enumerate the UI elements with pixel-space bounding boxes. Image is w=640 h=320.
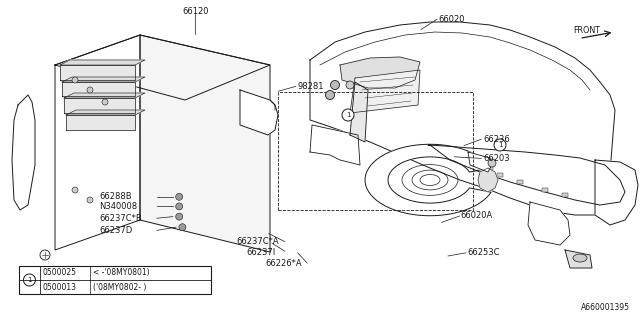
Text: 66226*A: 66226*A: [266, 260, 302, 268]
Circle shape: [176, 193, 182, 200]
Text: 1: 1: [346, 112, 350, 118]
Text: 66020A: 66020A: [461, 212, 493, 220]
Polygon shape: [478, 168, 498, 192]
Polygon shape: [66, 110, 145, 115]
Text: 98281: 98281: [298, 82, 324, 91]
Polygon shape: [55, 35, 270, 100]
Text: 1: 1: [27, 277, 32, 283]
Text: 66020: 66020: [438, 15, 465, 24]
Polygon shape: [66, 115, 135, 130]
Bar: [278, 92, 473, 210]
Circle shape: [179, 224, 186, 231]
Polygon shape: [350, 82, 368, 142]
Polygon shape: [60, 60, 145, 65]
Polygon shape: [565, 250, 592, 268]
Circle shape: [346, 81, 354, 89]
Polygon shape: [140, 35, 270, 252]
Polygon shape: [60, 65, 135, 80]
Text: 1: 1: [498, 142, 502, 148]
Polygon shape: [340, 57, 420, 88]
Text: 66236: 66236: [483, 135, 510, 144]
Polygon shape: [310, 125, 360, 165]
Polygon shape: [528, 202, 570, 245]
Polygon shape: [55, 35, 140, 250]
Polygon shape: [350, 70, 420, 113]
Bar: [497, 173, 503, 177]
Text: FRONT: FRONT: [573, 26, 600, 35]
Text: N340008: N340008: [99, 202, 138, 211]
Circle shape: [87, 87, 93, 93]
Polygon shape: [62, 82, 135, 96]
Polygon shape: [365, 144, 491, 216]
Bar: [562, 193, 568, 197]
Text: 66288B: 66288B: [99, 192, 132, 201]
Polygon shape: [595, 160, 638, 225]
Bar: [19, 266, 211, 294]
Text: 66120: 66120: [182, 7, 209, 16]
Bar: [487, 166, 493, 170]
Polygon shape: [428, 145, 625, 205]
Text: ('08MY0802- ): ('08MY0802- ): [93, 283, 146, 292]
Circle shape: [176, 203, 182, 210]
Polygon shape: [310, 22, 625, 215]
Text: 66203: 66203: [483, 154, 510, 163]
Text: 66237C*A: 66237C*A: [237, 237, 280, 246]
Circle shape: [72, 187, 78, 193]
Circle shape: [494, 139, 506, 151]
Polygon shape: [240, 90, 278, 135]
Circle shape: [342, 109, 354, 121]
Polygon shape: [64, 98, 135, 113]
Bar: [517, 180, 523, 184]
Polygon shape: [468, 152, 492, 172]
Circle shape: [24, 274, 35, 286]
Text: 66237C*B: 66237C*B: [99, 214, 142, 223]
Polygon shape: [62, 77, 145, 82]
Circle shape: [87, 197, 93, 203]
Ellipse shape: [573, 254, 587, 262]
Circle shape: [72, 77, 78, 83]
Polygon shape: [12, 95, 35, 210]
Bar: [542, 188, 548, 192]
Polygon shape: [64, 93, 145, 98]
Text: A660001395: A660001395: [581, 303, 630, 312]
Text: 66253C: 66253C: [467, 248, 500, 257]
Text: < -'08MY0801): < -'08MY0801): [93, 268, 149, 277]
Text: 66237D: 66237D: [99, 226, 132, 235]
Text: 0500025: 0500025: [43, 268, 77, 277]
Circle shape: [102, 99, 108, 105]
Circle shape: [176, 213, 182, 220]
Text: 66237I: 66237I: [246, 248, 276, 257]
Circle shape: [326, 91, 335, 100]
Text: 0500013: 0500013: [43, 283, 77, 292]
Circle shape: [488, 159, 496, 167]
Circle shape: [330, 81, 339, 90]
